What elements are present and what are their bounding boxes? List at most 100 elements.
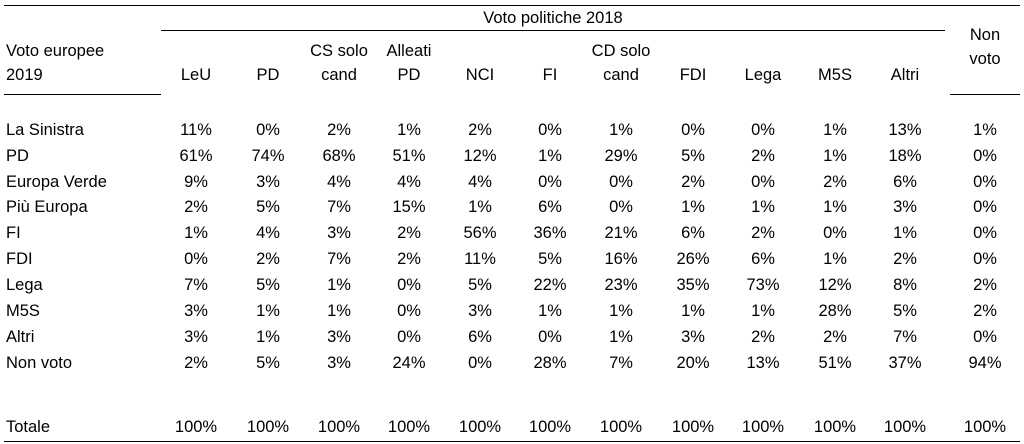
table-cell: 16% <box>604 250 638 268</box>
table-cell: 8% <box>893 276 917 294</box>
table-cell: 1% <box>823 198 847 216</box>
table-cell: 4% <box>468 173 492 191</box>
row-label: FI <box>6 224 21 242</box>
table-cell: 1% <box>681 302 705 320</box>
table-cell: 2% <box>184 354 208 372</box>
table-cell: 11% <box>464 250 496 268</box>
row-label: La Sinistra <box>6 121 84 139</box>
table-cell: 0% <box>973 250 997 268</box>
table-cell: 12% <box>463 147 497 165</box>
table-cell: 1% <box>397 121 421 139</box>
table-cell: 2% <box>893 250 917 268</box>
table-cell: 1% <box>468 198 492 216</box>
table-cell: 0% <box>397 328 421 346</box>
table-cell: 29% <box>604 147 638 165</box>
table-cell: 1% <box>973 121 997 139</box>
column-header: CD solo <box>591 42 651 60</box>
table-cell: 35% <box>676 276 710 294</box>
table-cell: 26% <box>676 250 710 268</box>
total-cell: 100% <box>387 418 431 436</box>
table-cell: 94% <box>968 354 1002 372</box>
table-cell: 0% <box>468 354 492 372</box>
table-cell: 2% <box>751 328 775 346</box>
table-cell: 5% <box>468 276 492 294</box>
table-cell: 2% <box>973 302 997 320</box>
table-cell: 0% <box>973 198 997 216</box>
table-cell: 2% <box>184 198 208 216</box>
table-cell: 5% <box>256 198 280 216</box>
table-cell: 0% <box>609 173 633 191</box>
table-cell: 1% <box>256 328 280 346</box>
table-cell: 3% <box>256 173 280 191</box>
table-cell: 4% <box>397 173 421 191</box>
table-cell: 18% <box>888 147 922 165</box>
column-header: FDI <box>679 66 707 84</box>
table-cell: 2% <box>751 224 775 242</box>
table-cell: 24% <box>392 354 426 372</box>
table-cell: 2% <box>823 328 847 346</box>
table-cell: 5% <box>256 354 280 372</box>
table-cell: 4% <box>256 224 280 242</box>
table-cell: 1% <box>823 121 847 139</box>
table-cell: 7% <box>609 354 633 372</box>
row-label: FDI <box>6 250 33 268</box>
table-cell: 0% <box>184 250 208 268</box>
column-header: Lega <box>744 66 782 84</box>
table-cell: 23% <box>604 276 638 294</box>
table-cell: 0% <box>538 121 562 139</box>
row-header-label-line2: 2019 <box>6 66 43 84</box>
total-label: Totale <box>6 418 51 436</box>
table-cell: 1% <box>751 302 775 320</box>
table-cell: 7% <box>327 198 351 216</box>
table-cell: 2% <box>327 121 351 139</box>
table-cell: 2% <box>823 173 847 191</box>
total-cell: 100% <box>883 418 927 436</box>
row-label: Non voto <box>6 354 73 372</box>
table-cell: 3% <box>468 302 492 320</box>
table-cell: 15% <box>392 198 426 216</box>
table-cell: 1% <box>327 276 351 294</box>
header-bottom-rule-right <box>950 94 1020 95</box>
row-label: M5S <box>6 302 40 320</box>
table-cell: 56% <box>463 224 497 242</box>
table-cell: 68% <box>322 147 356 165</box>
row-header-label-line1: Voto europee <box>6 42 105 60</box>
table-cell: 1% <box>681 198 705 216</box>
column-header: voto <box>969 50 1001 68</box>
table-cell: 2% <box>256 250 280 268</box>
table-cell: 7% <box>184 276 208 294</box>
table-cell: 51% <box>818 354 852 372</box>
table-cell: 74% <box>251 147 285 165</box>
row-label: Lega <box>6 276 43 294</box>
table-cell: 0% <box>973 224 997 242</box>
table-cell: 1% <box>256 302 280 320</box>
column-header: PD <box>397 66 421 84</box>
table-cell: 1% <box>609 121 633 139</box>
column-header: Alleati <box>386 42 432 60</box>
row-label: Più Europa <box>6 198 88 216</box>
table-cell: 21% <box>604 224 638 242</box>
table-cell: 2% <box>397 250 421 268</box>
column-header: FI <box>542 66 558 84</box>
table-cell: 7% <box>327 250 351 268</box>
total-cell: 100% <box>599 418 643 436</box>
column-header: M5S <box>818 66 852 84</box>
table-cell: 0% <box>256 121 280 139</box>
table-cell: 0% <box>609 198 633 216</box>
table-cell: 1% <box>893 224 917 242</box>
column-header: PD <box>256 66 280 84</box>
table-cell: 0% <box>751 121 775 139</box>
total-cell: 100% <box>458 418 502 436</box>
table-cell: 9% <box>184 173 208 191</box>
table-cell: 0% <box>823 224 847 242</box>
table-cell: 1% <box>609 328 633 346</box>
table-cell: 28% <box>533 354 567 372</box>
group-header: Voto politiche 2018 <box>483 9 623 27</box>
table-cell: 37% <box>888 354 922 372</box>
table-cell: 0% <box>973 147 997 165</box>
column-header: cand <box>603 66 639 84</box>
table-cell: 1% <box>823 147 847 165</box>
table-cell: 0% <box>681 121 705 139</box>
table-cell: 2% <box>751 147 775 165</box>
total-cell: 100% <box>963 418 1007 436</box>
